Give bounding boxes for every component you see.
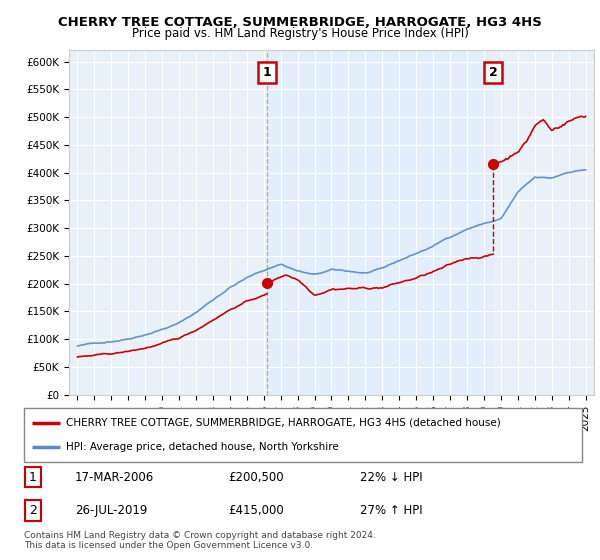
Text: 27% ↑ HPI: 27% ↑ HPI <box>360 504 422 517</box>
Bar <box>267 50 493 395</box>
Text: 1: 1 <box>29 470 37 484</box>
Text: 2: 2 <box>489 66 497 79</box>
Text: 1: 1 <box>263 66 272 79</box>
Text: £415,000: £415,000 <box>228 504 284 517</box>
FancyBboxPatch shape <box>24 408 582 462</box>
Text: Price paid vs. HM Land Registry's House Price Index (HPI): Price paid vs. HM Land Registry's House … <box>131 27 469 40</box>
Text: 26-JUL-2019: 26-JUL-2019 <box>75 504 148 517</box>
Text: £200,500: £200,500 <box>228 470 284 484</box>
Text: 2: 2 <box>29 504 37 517</box>
Text: 22% ↓ HPI: 22% ↓ HPI <box>360 470 422 484</box>
Text: CHERRY TREE COTTAGE, SUMMERBRIDGE, HARROGATE, HG3 4HS (detached house): CHERRY TREE COTTAGE, SUMMERBRIDGE, HARRO… <box>66 418 500 428</box>
Text: Contains HM Land Registry data © Crown copyright and database right 2024.
This d: Contains HM Land Registry data © Crown c… <box>24 531 376 550</box>
Text: HPI: Average price, detached house, North Yorkshire: HPI: Average price, detached house, Nort… <box>66 442 338 452</box>
Text: CHERRY TREE COTTAGE, SUMMERBRIDGE, HARROGATE, HG3 4HS: CHERRY TREE COTTAGE, SUMMERBRIDGE, HARRO… <box>58 16 542 29</box>
Text: 17-MAR-2006: 17-MAR-2006 <box>75 470 154 484</box>
